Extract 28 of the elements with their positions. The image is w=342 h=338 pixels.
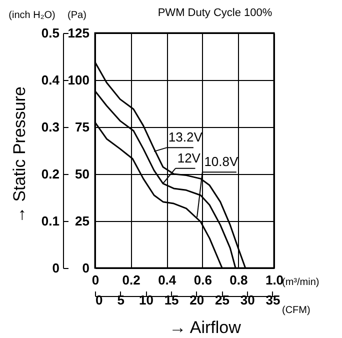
x-axis-title: → Airflow — [169, 318, 242, 337]
x-tick-label: 0 — [92, 272, 100, 288]
y2-tick-label: 0 — [52, 260, 60, 276]
y-tick-label: 125 — [68, 26, 90, 40]
y-tick-label: 75 — [75, 120, 90, 134]
chart-title: PWM Duty Cycle 100% — [158, 7, 272, 19]
y2-tick-label: 0.5 — [41, 26, 60, 40]
text: (m³/min) — [282, 277, 320, 288]
x-tick-label: 1.0 — [265, 272, 284, 288]
y2-axis-title: (inch H₂O) — [8, 10, 56, 21]
annotation: 12V — [177, 150, 201, 166]
annotation: 10.8V — [204, 154, 238, 170]
x2-axis-title: (CFM) — [282, 305, 310, 316]
y2-tick-label: 0.2 — [41, 166, 60, 182]
x-tick-label: 0.6 — [194, 272, 212, 288]
x-tick-label: 0.4 — [158, 272, 177, 288]
y2-tick-label: 0.3 — [41, 120, 60, 134]
y-tick-label: 25 — [75, 214, 90, 228]
text: → Static Pressure — [10, 86, 29, 224]
y-axis-title: (Pa) — [68, 10, 86, 21]
annotation: 13.2V — [168, 130, 203, 145]
y-tick-label: 50 — [75, 166, 90, 182]
y-tick-label: 0 — [82, 260, 90, 276]
y2-tick-label: 0.1 — [41, 214, 60, 228]
x-tick-label: 0.8 — [230, 272, 248, 288]
y2-tick-label: 0.4 — [41, 72, 60, 88]
x-tick-label: 0.2 — [122, 272, 140, 288]
y-tick-label: 100 — [68, 72, 90, 88]
